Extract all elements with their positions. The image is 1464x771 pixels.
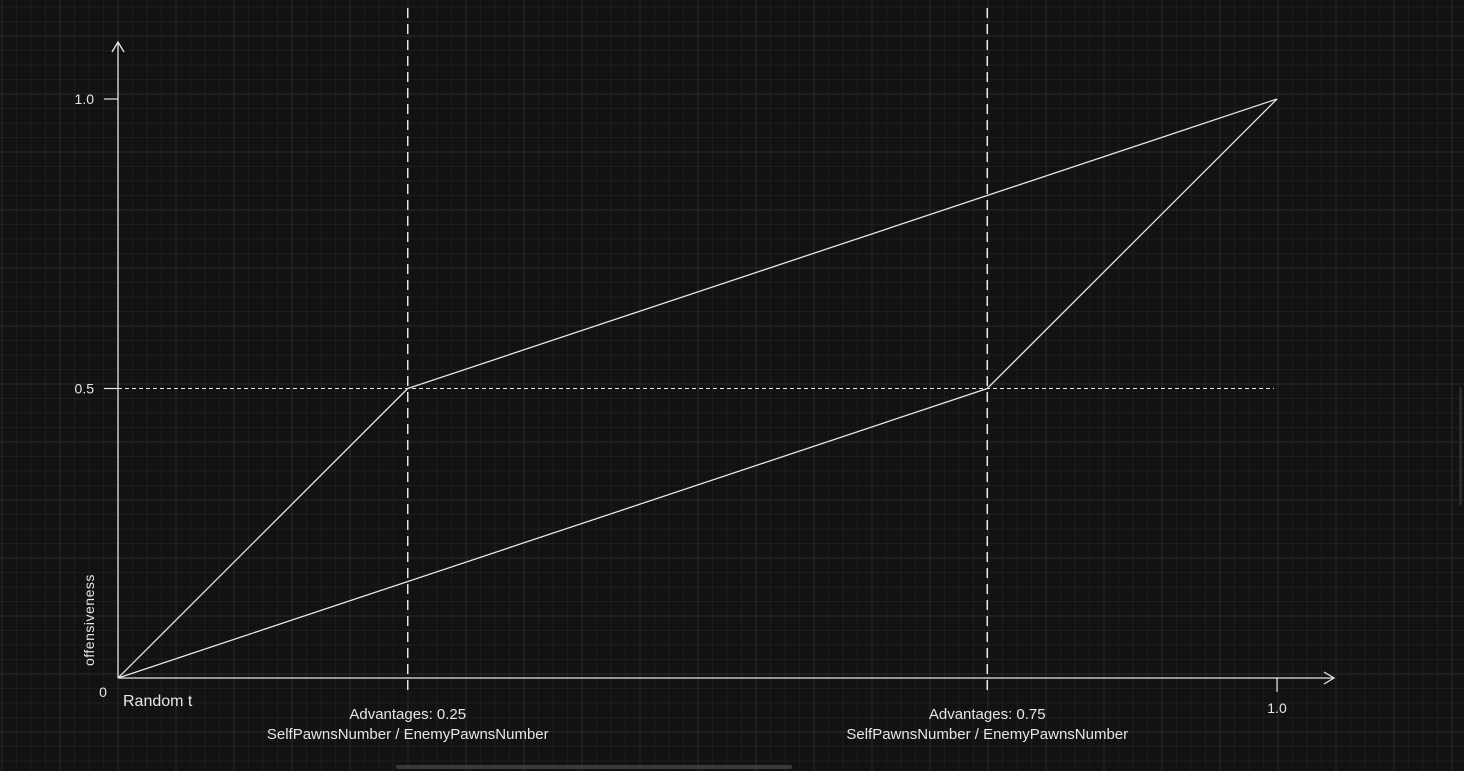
series-lines [117,98,1278,679]
axes [111,40,1336,685]
series-line [117,98,1278,679]
series-line [117,98,1278,679]
horizontal-scrollbar[interactable] [396,765,792,769]
y-axis-label: offensiveness [81,574,97,666]
x-axis-label: Random t [123,693,193,710]
vertical-scrollbar[interactable] [1459,387,1462,505]
reference-label-line2: SelfPawnsNumber / EnemyPawnsNumber [846,726,1128,743]
y-axis-arrowhead [111,40,125,53]
y-tick-label: 1.0 [75,91,95,107]
origin-label: 0 [99,684,107,700]
x-axis-arrowhead [1323,671,1336,685]
reference-label-line1: Advantages: 0.25 [349,706,466,723]
reference-label-line1: Advantages: 0.75 [929,706,1046,723]
x-tick-label: 1.0 [1267,700,1287,716]
reference-lines: Advantages: 0.25 SelfPawnsNumber / EnemyP… [118,8,1274,743]
axis-ticks: 0.5 1.0 1.0 [75,91,1287,716]
y-tick-label: 0.5 [75,381,95,397]
reference-label-line2: SelfPawnsNumber / EnemyPawnsNumber [267,726,549,743]
